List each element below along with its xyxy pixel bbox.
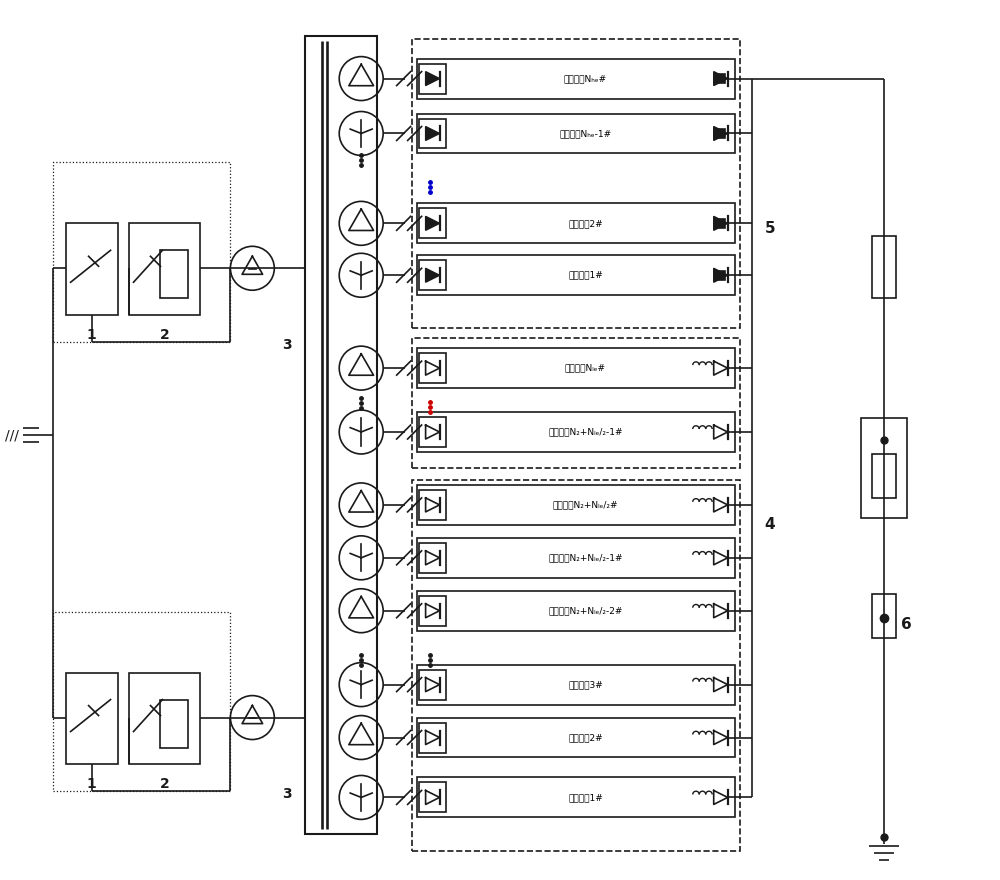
Bar: [872, 454, 896, 498]
Bar: [717, 74, 725, 83]
Bar: [129, 672, 200, 765]
Text: 2: 2: [160, 777, 169, 791]
Bar: [419, 119, 446, 149]
Bar: [872, 594, 896, 638]
Bar: [417, 538, 735, 578]
Bar: [66, 224, 118, 315]
Text: 低频模块N₂+Nₗₑ/₂-2#: 低频模块N₂+Nₗₑ/₂-2#: [548, 606, 623, 615]
Bar: [419, 417, 446, 447]
Bar: [419, 209, 446, 238]
Bar: [419, 596, 446, 626]
Polygon shape: [714, 268, 728, 282]
Text: 3: 3: [282, 338, 292, 352]
Text: 高频模剗1#: 高频模剗1#: [568, 271, 603, 280]
Bar: [717, 219, 725, 228]
Polygon shape: [426, 71, 440, 85]
Bar: [872, 237, 896, 298]
Polygon shape: [426, 268, 440, 282]
Bar: [717, 129, 725, 138]
Polygon shape: [714, 127, 728, 141]
Text: 2: 2: [160, 328, 169, 342]
Text: ///: ///: [5, 428, 19, 442]
Text: 低频模块N₂+Nₗₑ/₂-1#: 低频模块N₂+Nₗₑ/₂-1#: [548, 554, 623, 562]
Bar: [129, 224, 200, 315]
Text: 低频模剗2#: 低频模剗2#: [568, 733, 603, 742]
Bar: [419, 722, 446, 752]
Bar: [53, 163, 230, 342]
Bar: [417, 59, 735, 99]
Bar: [419, 670, 446, 700]
Bar: [717, 271, 725, 280]
Text: 5: 5: [765, 221, 775, 236]
Bar: [417, 255, 735, 295]
Bar: [417, 485, 735, 524]
Bar: [305, 35, 377, 834]
Text: 低频模剗3#: 低频模剗3#: [568, 680, 603, 689]
Bar: [417, 412, 735, 452]
Bar: [417, 203, 735, 243]
Text: 3: 3: [282, 788, 292, 802]
Text: 低频模块Nₗₑ#: 低频模块Nₗₑ#: [565, 363, 606, 372]
Bar: [419, 490, 446, 520]
Bar: [160, 700, 188, 747]
Text: 低频模剗1#: 低频模剗1#: [568, 793, 603, 802]
Text: 6: 6: [901, 617, 912, 632]
Bar: [419, 63, 446, 93]
Text: 低频模块N₂+Nₗₑ/₂#: 低频模块N₂+Nₗₑ/₂#: [553, 501, 618, 510]
Polygon shape: [426, 216, 440, 231]
Bar: [160, 250, 188, 298]
Bar: [412, 39, 740, 328]
Bar: [861, 418, 907, 517]
Bar: [412, 480, 740, 851]
Polygon shape: [426, 127, 440, 141]
Bar: [417, 590, 735, 631]
Bar: [419, 543, 446, 573]
Bar: [53, 612, 230, 791]
Text: 4: 4: [765, 517, 775, 532]
Bar: [419, 782, 446, 812]
Bar: [417, 717, 735, 758]
Text: 1: 1: [87, 328, 96, 342]
Bar: [417, 114, 735, 153]
Bar: [66, 672, 118, 765]
Text: 1: 1: [87, 777, 96, 791]
Bar: [417, 348, 735, 388]
Bar: [419, 260, 446, 290]
Polygon shape: [714, 216, 728, 231]
Bar: [417, 777, 735, 818]
Polygon shape: [714, 71, 728, 85]
Text: 高频模块Nₕₑ-1#: 高频模块Nₕₑ-1#: [559, 129, 611, 138]
Text: 高频模剗2#: 高频模剗2#: [568, 219, 603, 228]
Text: 高频模块Nₕₑ#: 高频模块Nₕₑ#: [564, 74, 607, 83]
Bar: [419, 353, 446, 383]
Bar: [412, 338, 740, 468]
Bar: [417, 664, 735, 705]
Text: 低频模块N₂+Nₗₑ/₂-1#: 低频模块N₂+Nₗₑ/₂-1#: [548, 428, 623, 436]
